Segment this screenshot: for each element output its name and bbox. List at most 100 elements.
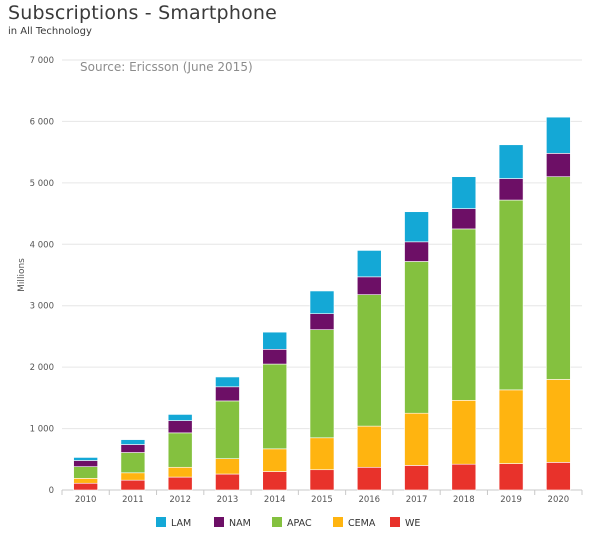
legend-label: WE [405, 518, 420, 529]
x-tick-label: 2016 [358, 495, 380, 505]
bar-stack-2010[interactable] [73, 457, 98, 491]
bar-stack-2015[interactable] [309, 290, 335, 491]
y-axis-label: Millions [17, 258, 27, 292]
legend-swatch [390, 517, 400, 527]
bar-segment-cema-2014[interactable] [262, 448, 288, 472]
bar-segment-cema-2015[interactable] [309, 437, 335, 471]
bar-segment-lam-2018[interactable] [451, 176, 477, 209]
y-tick-label: 6 000 [30, 117, 54, 127]
bar-segment-lam-2015[interactable] [309, 290, 335, 315]
legend-item-lam[interactable]: LAM [156, 517, 191, 529]
bar-segment-apac-2017[interactable] [404, 261, 429, 414]
bar-segment-lam-2019[interactable] [498, 144, 524, 179]
y-tick-label: 7 000 [30, 56, 54, 66]
bar-segment-apac-2015[interactable] [309, 329, 335, 439]
bars [73, 116, 571, 491]
bar-segment-we-2011[interactable] [120, 479, 146, 491]
bar-stack-2011[interactable] [120, 439, 146, 491]
bar-stack-2017[interactable] [404, 211, 429, 491]
bar-segment-cema-2010[interactable] [73, 478, 98, 484]
legend-swatch [272, 517, 282, 527]
bar-segment-apac-2018[interactable] [451, 228, 477, 401]
bar-segment-lam-2020[interactable] [546, 116, 571, 154]
bar-segment-apac-2012[interactable] [167, 432, 193, 468]
bar-segment-nam-2010[interactable] [73, 460, 98, 467]
bar-segment-nam-2016[interactable] [356, 276, 382, 295]
x-tick-label: 2014 [264, 495, 286, 505]
legend[interactable]: LAM NAM APAC CEMA WE [156, 517, 420, 529]
y-tick-label: 4 000 [30, 240, 54, 250]
bar-stack-2019[interactable] [498, 144, 524, 491]
bar-segment-cema-2011[interactable] [120, 472, 146, 481]
bar-segment-nam-2019[interactable] [498, 178, 524, 201]
bar-segment-nam-2011[interactable] [120, 444, 146, 453]
bar-segment-apac-2014[interactable] [262, 363, 288, 450]
bar-segment-we-2010[interactable] [73, 482, 98, 491]
bar-segment-cema-2017[interactable] [404, 412, 429, 466]
y-tick-label: 3 000 [30, 302, 54, 312]
bar-stack-2014[interactable] [262, 331, 288, 491]
bar-segment-we-2018[interactable] [451, 463, 477, 491]
bar-segment-nam-2013[interactable] [215, 386, 240, 402]
x-axis: 2010 2011 2012 2013 2014 2015 2016 2017 2018 2019… [61, 490, 583, 505]
legend-item-nam[interactable]: NAM [214, 517, 251, 529]
bar-stack-2018[interactable] [451, 176, 477, 491]
legend-label: APAC [287, 518, 312, 529]
legend-swatch [156, 517, 166, 527]
bar-segment-lam-2010[interactable] [73, 457, 98, 461]
x-tick-label: 2018 [453, 495, 475, 505]
x-tick-label: 2015 [311, 495, 333, 505]
y-tick-label: 5 000 [30, 179, 54, 189]
bar-segment-nam-2012[interactable] [167, 420, 193, 434]
y-tick-label: 0 [49, 486, 54, 496]
bar-segment-lam-2017[interactable] [404, 211, 429, 243]
bar-segment-lam-2011[interactable] [120, 439, 146, 445]
legend-swatch [214, 517, 224, 527]
bar-segment-lam-2016[interactable] [356, 250, 382, 278]
legend-item-apac[interactable]: APAC [272, 517, 312, 529]
bar-segment-we-2014[interactable] [262, 471, 288, 491]
bar-segment-apac-2013[interactable] [215, 400, 240, 459]
bar-segment-we-2016[interactable] [356, 466, 382, 491]
bar-segment-we-2012[interactable] [167, 476, 193, 491]
chart-title: Subscriptions - Smartphone [8, 2, 278, 24]
bar-segment-we-2015[interactable] [309, 469, 335, 491]
x-tick-label: 2012 [169, 495, 191, 505]
bar-stack-2012[interactable] [167, 414, 193, 491]
y-axis: 0 1 000 2 000 3 000 4 000 5 000 6 000 7 000 [30, 56, 54, 496]
source-annotation: Source: Ericsson (June 2015) [80, 60, 253, 74]
bar-segment-apac-2019[interactable] [498, 199, 524, 391]
bar-segment-nam-2020[interactable] [546, 153, 571, 178]
bar-segment-we-2019[interactable] [498, 463, 524, 491]
bar-segment-apac-2020[interactable] [546, 176, 571, 380]
bar-segment-cema-2020[interactable] [546, 379, 571, 463]
bar-segment-lam-2013[interactable] [215, 376, 240, 388]
bar-stack-2013[interactable] [215, 376, 240, 491]
legend-item-cema[interactable]: CEMA [333, 517, 376, 529]
bar-segment-cema-2016[interactable] [356, 425, 382, 468]
bar-segment-we-2017[interactable] [404, 465, 429, 491]
legend-swatch [333, 517, 343, 527]
bar-segment-cema-2019[interactable] [498, 389, 524, 464]
bar-segment-we-2013[interactable] [215, 473, 240, 491]
bar-segment-nam-2015[interactable] [309, 313, 335, 330]
x-tick-label: 2013 [217, 495, 239, 505]
bar-segment-apac-2011[interactable] [120, 452, 146, 474]
chart-subtitle: in All Technology [8, 26, 92, 37]
bar-segment-cema-2012[interactable] [167, 466, 193, 478]
legend-item-we[interactable]: WE [390, 517, 420, 529]
bar-segment-lam-2012[interactable] [167, 414, 193, 421]
bar-segment-cema-2018[interactable] [451, 400, 477, 465]
bar-segment-cema-2013[interactable] [215, 458, 240, 475]
bar-segment-lam-2014[interactable] [262, 331, 288, 350]
bar-segment-apac-2016[interactable] [356, 294, 382, 427]
legend-label: CEMA [348, 518, 376, 529]
bar-segment-apac-2010[interactable] [73, 466, 98, 479]
bar-stack-2016[interactable] [356, 250, 382, 491]
legend-label: NAM [229, 518, 251, 529]
bar-segment-nam-2017[interactable] [404, 241, 429, 262]
bar-stack-2020[interactable] [546, 116, 571, 491]
bar-segment-nam-2018[interactable] [451, 208, 477, 230]
bar-segment-we-2020[interactable] [546, 462, 571, 491]
bar-segment-nam-2014[interactable] [262, 349, 288, 365]
